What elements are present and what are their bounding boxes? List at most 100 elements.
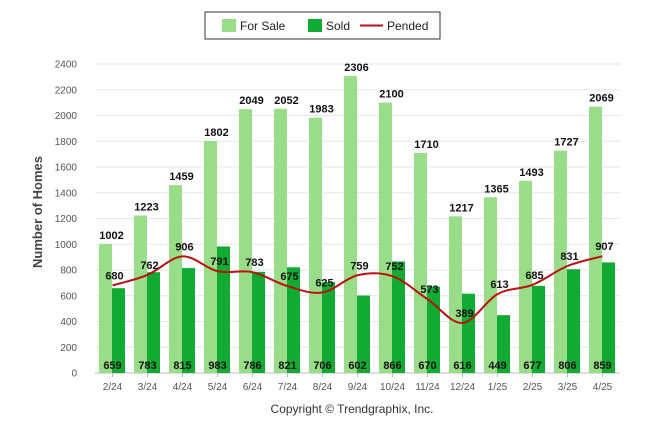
data-label-for-sale: 1727: [554, 137, 578, 149]
bar-sold: [532, 285, 545, 373]
legend-swatch-sold: [308, 19, 322, 32]
bar-for-sale: [274, 108, 287, 374]
bar-sold: [497, 315, 510, 373]
data-label-for-sale: 1493: [519, 167, 543, 179]
y-tick-label: 600: [60, 291, 77, 302]
data-label-pended: 759: [350, 260, 368, 272]
bar-sold: [567, 269, 580, 373]
bar-for-sale: [204, 140, 217, 373]
y-axis-ticks: 0 200 400 600 800 1000 1200 1400 1600 1800 2000 220…: [55, 60, 78, 380]
bar-for-sale: [239, 109, 252, 373]
x-tick-label: 2/24: [103, 382, 123, 393]
x-tick-label: 4/25: [593, 382, 613, 393]
data-label-pended: 389: [455, 308, 473, 320]
x-axis-ticks: 2/24 3/24 4/24 5/24 6/24 7/24 8/24 9/24 10/24 11/…: [103, 373, 613, 393]
data-label-pended: 791: [210, 256, 228, 268]
copyright-text: Copyright © Trendgraphix, Inc.: [271, 402, 434, 416]
bar-for-sale: [169, 185, 182, 373]
data-label-sold: 677: [523, 360, 541, 372]
bar-for-sale: [414, 152, 427, 373]
y-tick-label: 1400: [55, 188, 78, 199]
x-tick-label: 8/24: [313, 382, 333, 393]
bars: [99, 76, 615, 374]
data-label-sold: 983: [208, 360, 226, 372]
bar-for-sale: [554, 150, 567, 373]
data-label-sold: 786: [243, 360, 261, 372]
legend-label-pended: Pended: [387, 19, 428, 33]
legend-swatch-for-sale: [222, 19, 236, 32]
data-label-for-sale: 2306: [344, 62, 368, 74]
data-label-sold: 859: [593, 360, 611, 372]
bar-sold: [112, 288, 125, 373]
bar-sold: [392, 261, 405, 373]
data-labels: 1002 659 1223 783 1459 815 1802 983 2049 786 2052 8…: [99, 62, 613, 372]
y-tick-label: 1800: [55, 137, 78, 148]
data-label-for-sale: 1802: [204, 127, 228, 139]
x-tick-label: 2/25: [523, 382, 543, 393]
legend-label-for-sale: For Sale: [240, 19, 286, 33]
data-label-sold: 866: [383, 360, 401, 372]
data-label-for-sale: 1217: [449, 202, 473, 214]
data-label-for-sale: 2052: [274, 95, 298, 107]
y-tick-label: 2000: [55, 111, 78, 122]
data-label-sold: 806: [558, 360, 576, 372]
bar-for-sale: [484, 197, 497, 373]
bar-for-sale: [99, 243, 112, 373]
bar-sold: [182, 268, 195, 373]
data-label-pended: 783: [245, 257, 263, 269]
data-label-for-sale: 2069: [589, 93, 613, 105]
x-tick-label: 9/24: [348, 382, 368, 393]
y-tick-label: 200: [60, 343, 77, 354]
data-label-sold: 616: [453, 360, 471, 372]
x-tick-label: 4/24: [173, 382, 193, 393]
bar-for-sale: [519, 180, 532, 373]
data-label-pended: 752: [385, 261, 403, 273]
data-label-pended: 907: [595, 241, 613, 253]
bar-sold: [602, 262, 615, 373]
legend: For Sale Sold Pended: [204, 11, 441, 40]
bar-sold: [427, 286, 440, 373]
y-tick-label: 2400: [55, 60, 78, 71]
data-label-pended: 573: [420, 284, 438, 296]
data-label-sold: 449: [488, 360, 506, 372]
data-label-pended: 675: [280, 271, 298, 283]
data-label-for-sale: 1223: [134, 202, 158, 214]
data-label-pended: 685: [525, 270, 543, 282]
data-label-for-sale: 1710: [414, 139, 438, 151]
bar-sold: [322, 282, 335, 373]
data-label-pended: 762: [140, 260, 158, 272]
data-label-sold: 659: [103, 360, 121, 372]
bar-for-sale: [134, 215, 147, 373]
x-tick-label: 10/24: [380, 382, 405, 393]
legend-box: [204, 11, 441, 40]
data-label-pended: 625: [315, 278, 333, 290]
x-tick-label: 12/24: [450, 382, 475, 393]
y-tick-label: 0: [71, 369, 77, 380]
y-tick-label: 800: [60, 266, 77, 277]
x-tick-label: 1/25: [488, 382, 508, 393]
y-tick-label: 1200: [55, 214, 78, 225]
x-tick-label: 3/25: [558, 382, 578, 393]
data-label-for-sale: 2049: [239, 95, 263, 107]
x-tick-label: 3/24: [138, 382, 158, 393]
bar-for-sale: [344, 76, 357, 373]
bar-for-sale: [379, 102, 392, 373]
y-tick-label: 1600: [55, 163, 78, 174]
y-tick-label: 1000: [55, 240, 78, 251]
data-label-sold: 670: [418, 360, 436, 372]
bar-sold: [287, 267, 300, 373]
bar-sold: [462, 293, 475, 373]
data-label-pended: 680: [105, 270, 123, 282]
pended-line: [112, 255, 603, 324]
y-tick-label: 2200: [55, 85, 78, 96]
data-label-sold: 815: [173, 360, 191, 372]
data-label-for-sale: 1983: [309, 104, 333, 116]
data-label-sold: 602: [348, 360, 366, 372]
data-label-sold: 706: [313, 360, 331, 372]
x-tick-label: 6/24: [243, 382, 263, 393]
bar-sold: [147, 272, 160, 373]
pended-line-group: [112, 255, 603, 324]
x-tick-label: 7/24: [278, 382, 298, 393]
data-label-sold: 821: [278, 360, 296, 372]
